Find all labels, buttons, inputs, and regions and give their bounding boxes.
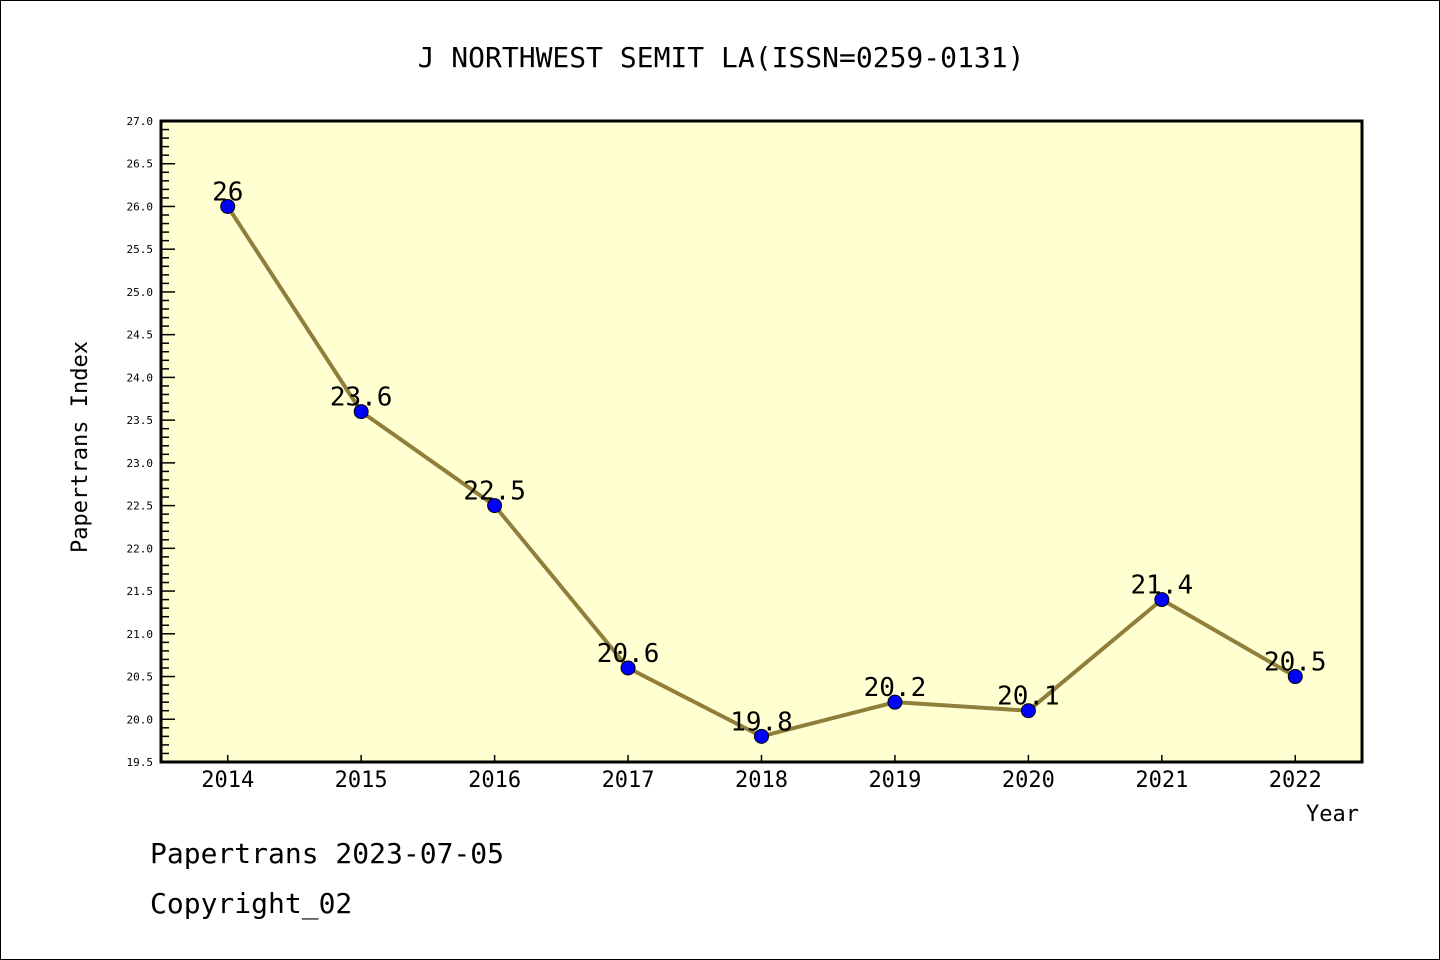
footer-copyright: Copyright_02 [150, 887, 353, 920]
data-point [887, 694, 903, 710]
y-tick-label: 26.0 [127, 200, 154, 213]
data-point [1020, 703, 1036, 719]
y-axis-label: Papertrans Index [68, 341, 93, 553]
x-tick-label: 2022 [1269, 768, 1322, 793]
y-tick-label: 25.0 [127, 286, 154, 299]
x-tick-label: 2019 [868, 768, 921, 793]
y-tick-label: 24.0 [127, 371, 154, 384]
x-tick-label: 2020 [1002, 768, 1055, 793]
y-tick-label: 27.0 [127, 115, 154, 128]
y-tick-label: 23.0 [127, 457, 154, 470]
data-point [1154, 592, 1170, 608]
x-tick-label: 2015 [335, 768, 388, 793]
footer-date: Papertrans 2023-07-05 [150, 837, 505, 870]
data-label: 20.2 [864, 673, 927, 703]
data-label: 26 [212, 177, 243, 207]
y-tick-label: 21.5 [127, 585, 154, 598]
y-tick-label: 22.5 [127, 500, 154, 513]
plot-area [161, 121, 1362, 762]
y-tick-label: 25.5 [127, 243, 154, 256]
y-tick-label: 23.5 [127, 414, 154, 427]
y-tick-label: 20.5 [127, 671, 154, 684]
y-tick-label: 19.5 [127, 756, 154, 769]
y-tick-label: 20.0 [127, 713, 154, 726]
y-tick-label: 26.5 [127, 158, 154, 171]
y-tick-label: 21.0 [127, 628, 154, 641]
data-point [1287, 669, 1303, 685]
data-point [754, 728, 769, 744]
y-tick-label: 24.5 [127, 329, 154, 342]
data-point [487, 498, 503, 514]
x-tick-label: 2018 [735, 768, 788, 793]
data-label: 23.6 [330, 383, 393, 413]
x-axis-label: Year [1306, 802, 1359, 827]
data-label: 22.5 [463, 477, 526, 507]
x-tick-label: 2014 [201, 768, 254, 793]
data-point [220, 198, 236, 214]
data-label: 20.1 [997, 682, 1060, 712]
data-label: 20.5 [1264, 648, 1327, 678]
x-tick-label: 2017 [602, 768, 655, 793]
data-label: 21.4 [1131, 571, 1194, 601]
data-label: 19.8 [730, 707, 793, 737]
x-tick-label: 2021 [1135, 768, 1188, 793]
data-point [620, 660, 636, 676]
y-tick-label: 22.0 [127, 542, 154, 555]
data-label: 20.6 [597, 639, 660, 669]
x-tick-label: 2016 [468, 768, 521, 793]
plot-frame [159, 119, 1364, 764]
data-point [353, 404, 369, 420]
chart-title: J NORTHWEST SEMIT LA(ISSN=0259-0131) [418, 41, 1025, 74]
